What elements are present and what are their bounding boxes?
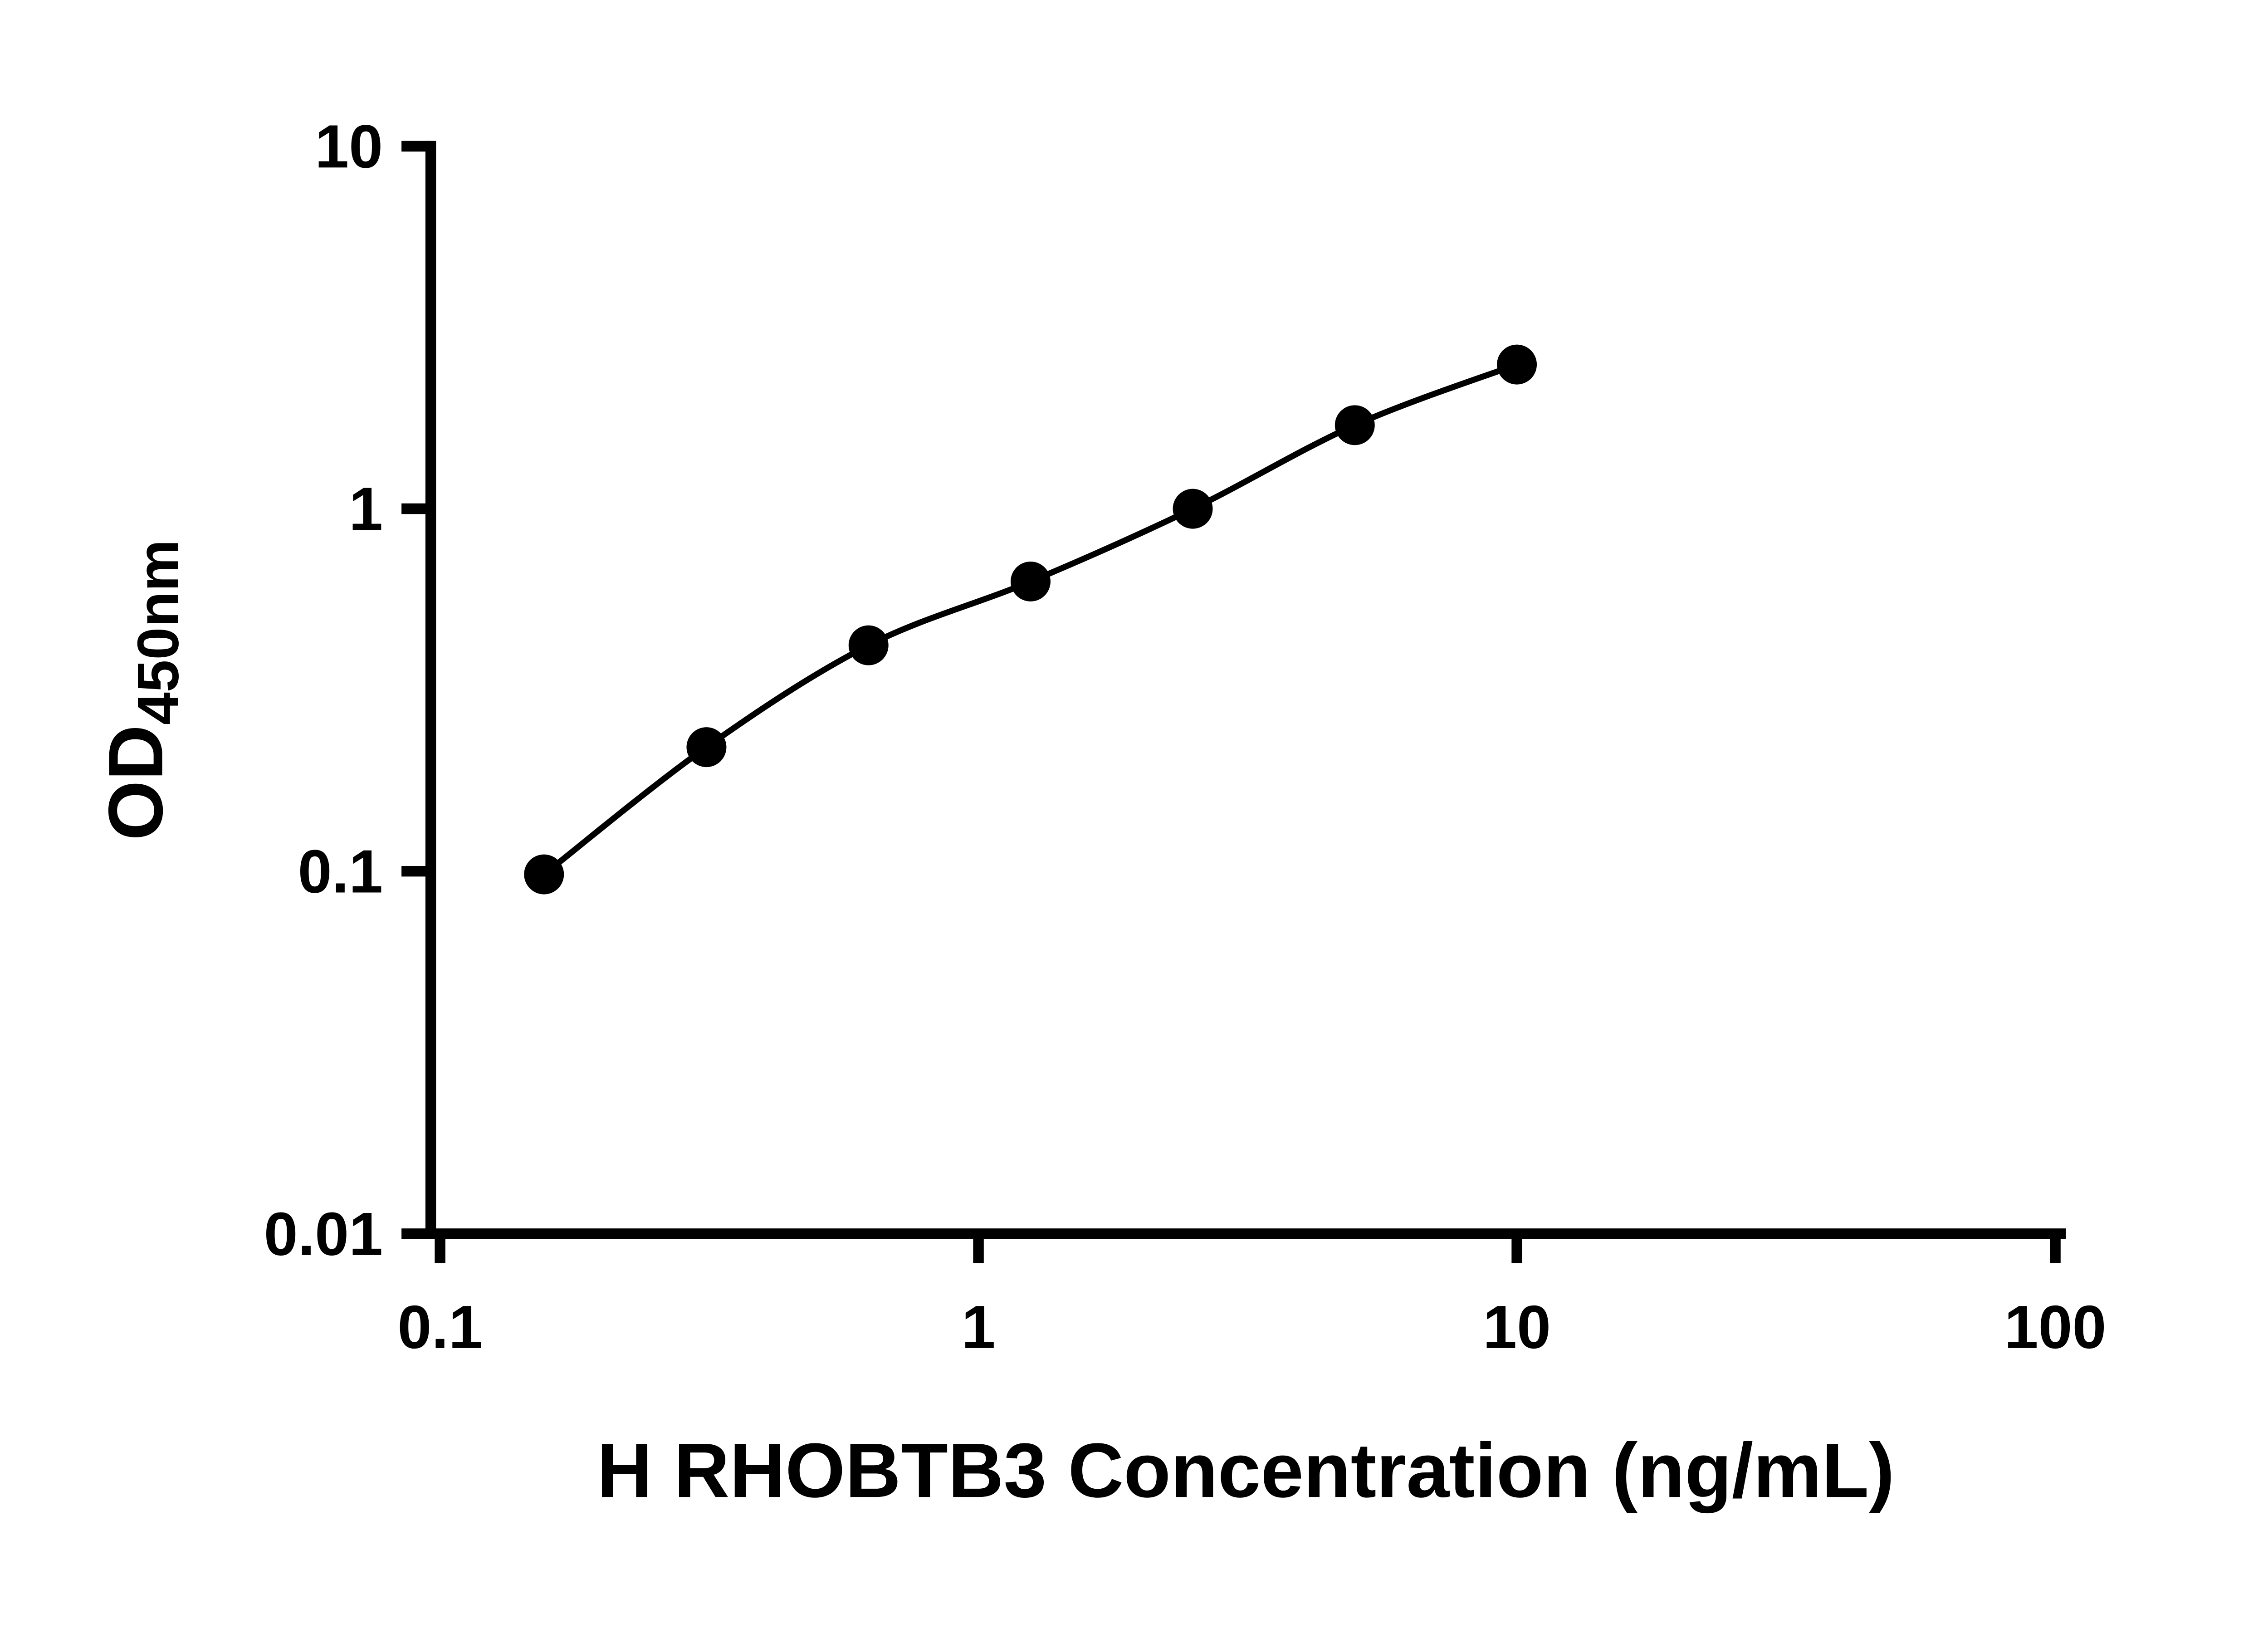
data-point-marker — [524, 854, 564, 895]
chart-axes — [425, 141, 2066, 1239]
data-point-marker — [1334, 405, 1375, 445]
x-tick-label: 1 — [962, 1293, 996, 1361]
axis-lines — [425, 141, 2066, 1239]
standard-curve-line — [542, 362, 1518, 877]
fit-curve — [542, 362, 1518, 877]
standard-curve-points — [524, 344, 1537, 895]
y-tick-label: 10 — [315, 112, 383, 181]
data-point-marker — [1497, 344, 1537, 385]
y-axis-label: OD450nm — [93, 539, 191, 841]
x-tick-label: 10 — [1483, 1293, 1551, 1361]
y-tick-label: 0.01 — [264, 1200, 383, 1268]
data-point-marker — [686, 727, 727, 768]
x-tick-label: 100 — [2004, 1293, 2107, 1361]
x-tick-label: 0.1 — [397, 1293, 482, 1361]
x-axis-label: H RHOBTB3 Concentration (ng/mL) — [597, 1428, 1895, 1514]
y-tick-label: 1 — [349, 474, 383, 543]
data-point-marker — [1011, 561, 1051, 601]
data-point-marker — [848, 625, 889, 665]
y-axis-label-subscript: 450nm — [126, 539, 191, 725]
y-axis-label-main: OD — [93, 725, 179, 841]
elisa-standard-curve-figure: 0.1 1 10 100 0.01 0.1 1 10 H RHOBTB3 Concentrat… — [93, 112, 2107, 1514]
y-tick-label: 0.1 — [298, 837, 383, 906]
data-point-marker — [1173, 489, 1213, 529]
